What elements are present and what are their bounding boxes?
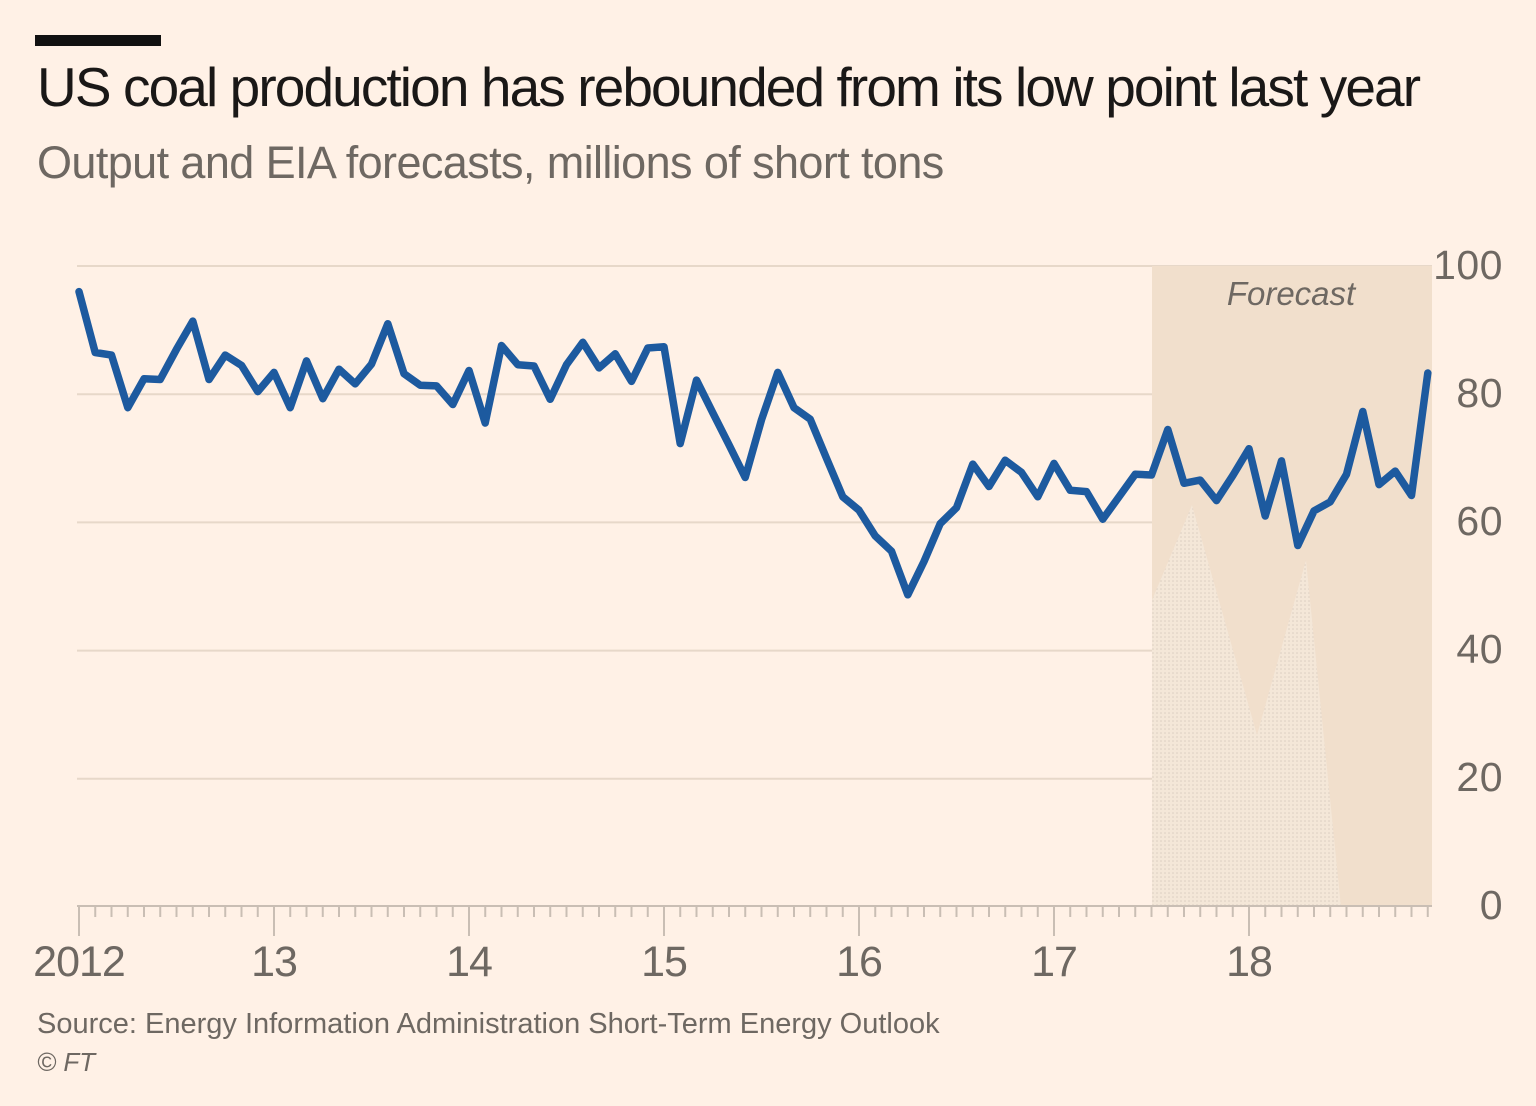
svg-text:18: 18 xyxy=(1226,938,1272,986)
svg-text:80: 80 xyxy=(1456,370,1503,416)
svg-text:0: 0 xyxy=(1480,882,1503,928)
svg-text:60: 60 xyxy=(1456,498,1503,544)
svg-text:Forecast: Forecast xyxy=(1227,275,1357,312)
svg-text:14: 14 xyxy=(446,938,492,986)
svg-text:2012: 2012 xyxy=(33,938,125,986)
svg-text:15: 15 xyxy=(641,938,687,986)
svg-text:13: 13 xyxy=(251,938,297,986)
svg-text:100: 100 xyxy=(1433,242,1503,288)
svg-text:17: 17 xyxy=(1031,938,1077,986)
svg-text:40: 40 xyxy=(1456,626,1503,672)
svg-text:16: 16 xyxy=(836,938,882,986)
svg-text:20: 20 xyxy=(1456,754,1503,800)
